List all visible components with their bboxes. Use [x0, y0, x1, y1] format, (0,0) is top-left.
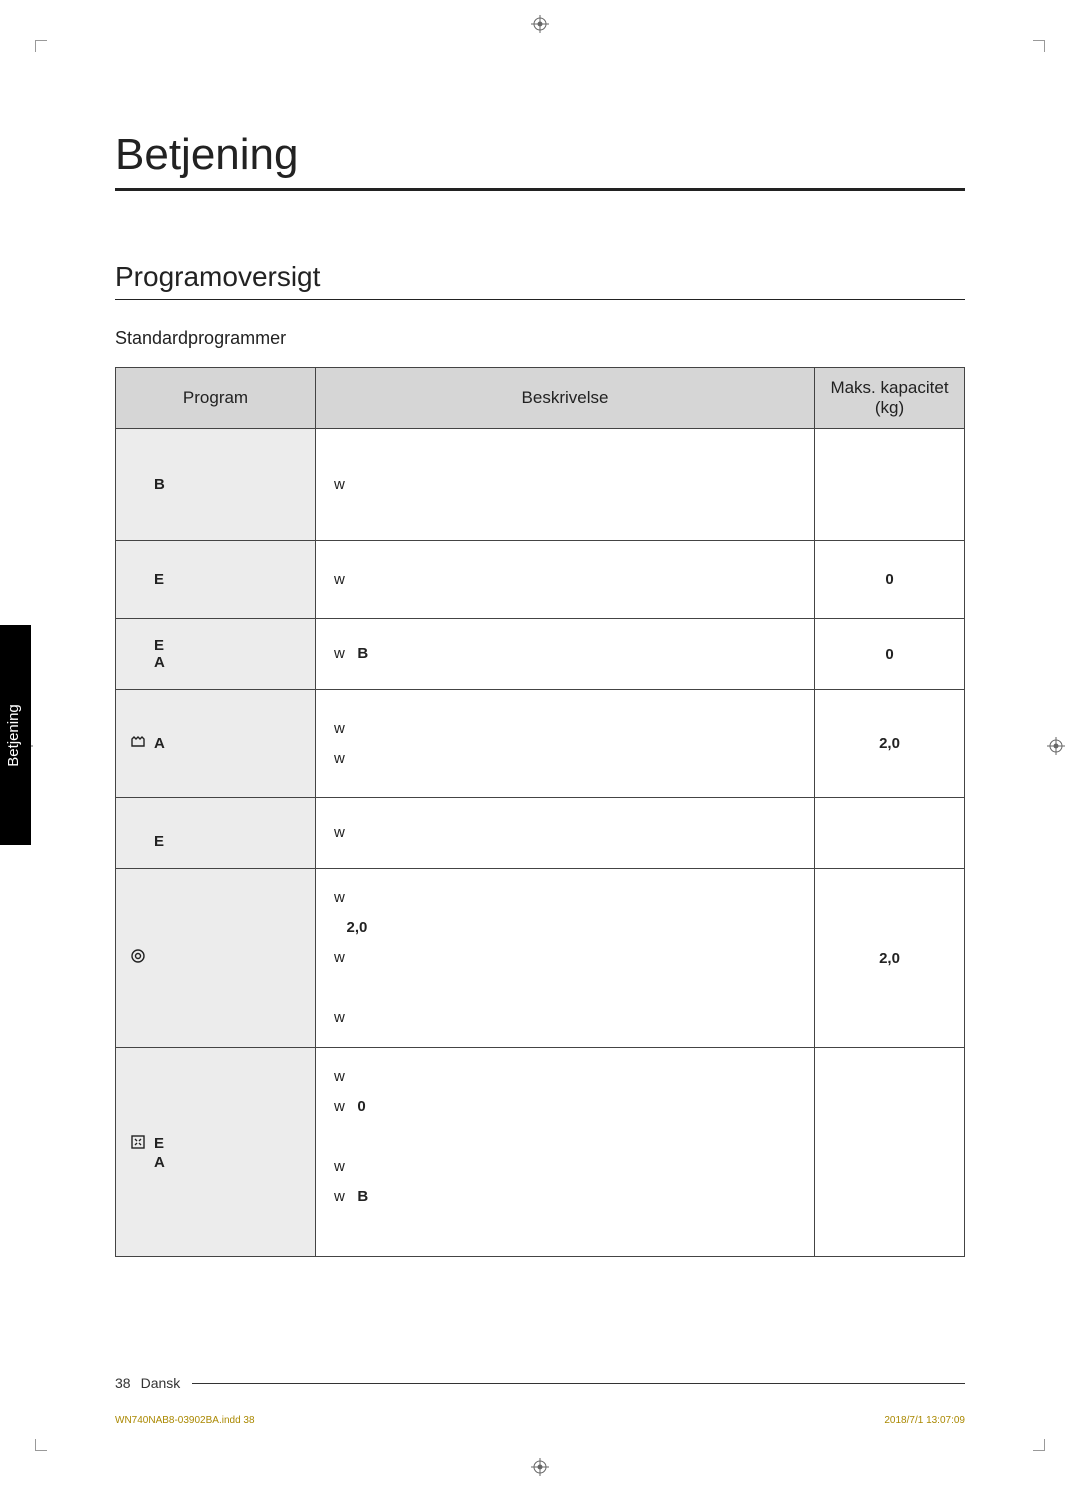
program-label: A [154, 734, 165, 751]
desc-line: w [334, 943, 796, 973]
desc-line [334, 1212, 796, 1242]
program-cell: A [116, 690, 316, 798]
title-rule [115, 188, 965, 191]
desc-line [334, 1122, 796, 1152]
capacity-cell [815, 798, 965, 869]
footer-rule [192, 1383, 965, 1384]
program-label: B [154, 476, 165, 493]
table-row: Bw [116, 429, 965, 541]
program-label: A [130, 1154, 301, 1171]
capacity-cell: 2,0 [815, 869, 965, 1048]
capacity-cell: 0 [815, 541, 965, 619]
program-label: E [154, 637, 164, 654]
desc-line: w [334, 818, 796, 848]
table-row: EAww 0 ww B [116, 1048, 965, 1257]
page-title: Betjening [115, 130, 965, 180]
desc-line: w [334, 1003, 796, 1033]
desc-line: w 0 [334, 1092, 796, 1122]
footer-language: Dansk [141, 1375, 181, 1391]
side-tab: Betjening [0, 625, 31, 845]
th-program: Program [116, 368, 316, 429]
program-label: A [130, 654, 301, 671]
program-label: E [154, 571, 164, 588]
side-tab-label: Betjening [5, 704, 22, 767]
desc-line: 2,0 [334, 913, 796, 943]
desc-line: w [334, 470, 796, 500]
crop-mark-tl [35, 40, 47, 52]
desc-line: w [334, 1152, 796, 1182]
capacity-cell [815, 429, 965, 541]
program-cell: E [116, 541, 316, 619]
program-label: E [154, 1134, 164, 1151]
desc-line: w [334, 565, 796, 595]
subheading: Standardprogrammer [115, 328, 965, 349]
table-row: EAw B0 [116, 619, 965, 690]
capacity-cell: 2,0 [815, 690, 965, 798]
description-cell: w [316, 429, 815, 541]
table-row: Aww2,0 [116, 690, 965, 798]
description-cell: w [316, 798, 815, 869]
page-number: 38 [115, 1375, 131, 1391]
description-cell: ww [316, 690, 815, 798]
wool-icon [130, 734, 148, 754]
capacity-cell [815, 1048, 965, 1257]
desc-line [334, 973, 796, 1003]
drum-icon [130, 948, 148, 968]
th-capacity: Maks. kapacitet (kg) [815, 368, 965, 429]
print-file: WN740NAB8-03902BA.indd 38 [115, 1415, 255, 1426]
registration-mark-top [531, 15, 549, 33]
print-timestamp: 2018/7/1 13:07:09 [884, 1415, 965, 1426]
page-footer: 38 Dansk [115, 1375, 965, 1391]
crop-mark-bl [35, 1439, 47, 1451]
registration-mark-bottom [531, 1458, 549, 1476]
section-rule [115, 299, 965, 300]
description-cell: w [316, 541, 815, 619]
registration-mark-right [1047, 737, 1065, 755]
crop-mark-br [1033, 1439, 1045, 1451]
print-footer: WN740NAB8-03902BA.indd 38 2018/7/1 13:07… [115, 1415, 965, 1426]
program-label: E [130, 833, 301, 850]
desc-line: w [334, 1062, 796, 1092]
table-row: Ew0 [116, 541, 965, 619]
table-row: w 2,0w w2,0 [116, 869, 965, 1048]
desc-line: w B [334, 639, 796, 669]
program-cell: E [116, 798, 316, 869]
section-heading: Programoversigt [115, 261, 965, 293]
program-cell [116, 869, 316, 1048]
table-row: Ew [116, 798, 965, 869]
th-description: Beskrivelse [316, 368, 815, 429]
description-cell: ww 0 ww B [316, 1048, 815, 1257]
clean-icon [130, 1134, 148, 1154]
programs-table: Program Beskrivelse Maks. kapacitet (kg)… [115, 367, 965, 1257]
program-cell: EA [116, 619, 316, 690]
desc-line: w [334, 744, 796, 774]
program-cell: B [116, 429, 316, 541]
desc-line: w B [334, 1182, 796, 1212]
program-cell: EA [116, 1048, 316, 1257]
page-content: Betjening Programoversigt Standardprogra… [55, 55, 1025, 1436]
crop-mark-tr [1033, 40, 1045, 52]
desc-line: w [334, 714, 796, 744]
description-cell: w 2,0w w [316, 869, 815, 1048]
capacity-cell: 0 [815, 619, 965, 690]
description-cell: w B [316, 619, 815, 690]
desc-line: w [334, 883, 796, 913]
